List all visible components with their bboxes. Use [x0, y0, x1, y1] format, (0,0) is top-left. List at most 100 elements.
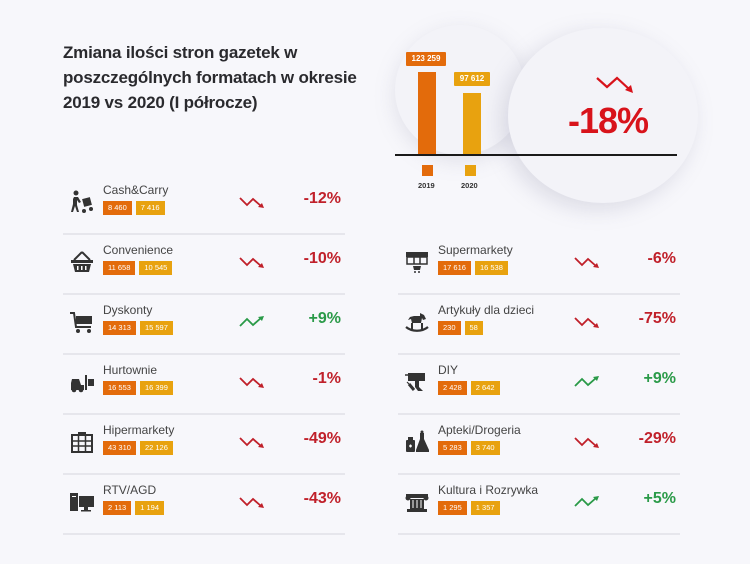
format-name: Kultura i Rozrywka [438, 483, 539, 497]
value-2020: 58 [464, 321, 483, 335]
format-values: 11 658 10 545 [103, 261, 173, 275]
column-icon [404, 489, 430, 515]
format-values: 5 283 3 740 [438, 441, 500, 455]
value-2020: 22 126 [139, 441, 173, 455]
format-name: Hurtownie [103, 363, 158, 377]
format-values: 2 428 2 642 [438, 381, 500, 395]
store-icon [404, 249, 430, 275]
value-2019: 5 283 [438, 441, 467, 455]
rocking-horse-icon [404, 309, 430, 335]
bar-2020-label: 97 612 [454, 72, 490, 86]
format-name: RTV/AGD [103, 483, 157, 497]
trend-down-icon [574, 315, 600, 334]
value-2020: 10 545 [139, 261, 173, 275]
format-values: 230 58 [438, 321, 483, 335]
trend-down-icon [596, 76, 633, 93]
format-name: Artykuły dla dzieci [438, 303, 535, 317]
value-2019: 230 [438, 321, 461, 335]
legend-2020-swatch [465, 165, 476, 176]
basket-icon [69, 249, 95, 275]
format-values: 17 616 16 538 [438, 261, 508, 275]
format-values: 1 295 1 357 [438, 501, 500, 515]
change-percent: -12% [303, 190, 341, 207]
value-2020: 2 642 [470, 381, 500, 395]
format-name: Hipermarkety [103, 423, 175, 437]
drill-icon [404, 369, 430, 395]
format-row-artyku-y-dla-dzieci: Artykuły dla dzieci 230 58 -75% [398, 295, 680, 355]
value-2019: 17 616 [438, 261, 471, 275]
format-values: 43 310 22 126 [103, 441, 173, 455]
format-name: DIY [438, 363, 459, 377]
trend-down-icon [239, 435, 265, 454]
trend-down-icon [239, 375, 265, 394]
trend-up-icon [239, 315, 265, 334]
change-percent: -49% [303, 430, 341, 447]
pharmacy-bottles-icon [404, 429, 430, 455]
trend-down-icon [239, 195, 265, 214]
summary-circle-change [508, 28, 698, 203]
value-2020: 16 538 [474, 261, 508, 275]
value-2019: 8 460 [103, 201, 132, 215]
value-2019: 43 310 [103, 441, 136, 455]
format-name: Dyskonty [103, 303, 153, 317]
format-row-convenience: Convenience 11 658 10 545 -10% [63, 235, 345, 295]
forklift-icon [69, 369, 95, 395]
format-row-cash-carry: Cash&Carry 8 460 7 416 -12% [63, 175, 345, 235]
value-2019: 2 113 [103, 501, 132, 515]
format-row-hipermarkety: Hipermarkety 43 310 22 126 -49% [63, 415, 345, 475]
summary-circle-bars [395, 25, 525, 155]
value-2020: 1 357 [470, 501, 500, 515]
format-row-diy: DIY 2 428 2 642 +9% [398, 355, 680, 415]
change-percent: -10% [303, 250, 341, 267]
trend-down-icon [239, 255, 265, 274]
format-name: Convenience [103, 243, 174, 257]
page-title: Zmiana ilości stron gazetek w poszczegól… [63, 43, 357, 112]
change-percent: -75% [638, 310, 676, 327]
change-percent: -43% [303, 490, 341, 507]
legend-2020-label: 2020 [461, 181, 478, 190]
value-2019: 2 428 [438, 381, 467, 395]
format-row-supermarkety: Supermarkety 17 616 16 538 -6% [398, 235, 680, 295]
format-row-kultura-i-rozrywka: Kultura i Rozrywka 1 295 1 357 +5% [398, 475, 680, 535]
shopping-cart-icon [69, 309, 95, 335]
value-2020: 16 399 [139, 381, 173, 395]
change-percent: +9% [643, 370, 676, 387]
format-row-rtv-agd: RTV/AGD 2 113 1 194 -43% [63, 475, 345, 535]
value-2019: 11 658 [103, 261, 136, 275]
chart-baseline [395, 154, 677, 156]
format-values: 8 460 7 416 [103, 201, 165, 215]
value-2019: 14 313 [103, 321, 136, 335]
value-2020: 15 597 [139, 321, 173, 335]
change-percent: -29% [638, 430, 676, 447]
change-percent: +9% [308, 310, 341, 327]
format-row-dyskonty: Dyskonty 14 313 15 597 +9% [63, 295, 345, 355]
building-icon [69, 429, 95, 455]
format-values: 16 553 16 399 [103, 381, 173, 395]
format-name: Supermarkety [438, 243, 513, 257]
change-percent: -6% [647, 250, 676, 267]
value-2020: 1 194 [135, 501, 164, 515]
value-2019: 16 553 [103, 381, 136, 395]
computer-icon [69, 489, 95, 515]
format-row-apteki-drogeria: Apteki/Drogeria 5 283 3 740 -29% [398, 415, 680, 475]
format-name: Apteki/Drogeria [438, 423, 521, 437]
bar-2019 [418, 72, 436, 154]
format-row-hurtownie: Hurtownie 16 553 16 399 -1% [63, 355, 345, 415]
format-values: 2 113 1 194 [103, 501, 164, 515]
total-change-percent: -18% [568, 100, 649, 141]
bar-2020 [463, 93, 481, 154]
value-2020: 7 416 [135, 201, 165, 215]
trend-down-icon [574, 255, 600, 274]
legend-2019-label: 2019 [418, 181, 435, 190]
value-2020: 3 740 [470, 441, 500, 455]
legend-2019-swatch [422, 165, 433, 176]
trend-up-icon [574, 375, 600, 394]
change-percent: +5% [643, 490, 676, 507]
hand-truck-icon [69, 189, 95, 215]
trend-up-icon [574, 495, 600, 514]
format-name: Cash&Carry [103, 183, 169, 197]
format-values: 14 313 15 597 [103, 321, 173, 335]
trend-down-icon [239, 495, 265, 514]
bar-2019-label: 123 259 [406, 52, 446, 66]
change-percent: -1% [312, 370, 341, 387]
